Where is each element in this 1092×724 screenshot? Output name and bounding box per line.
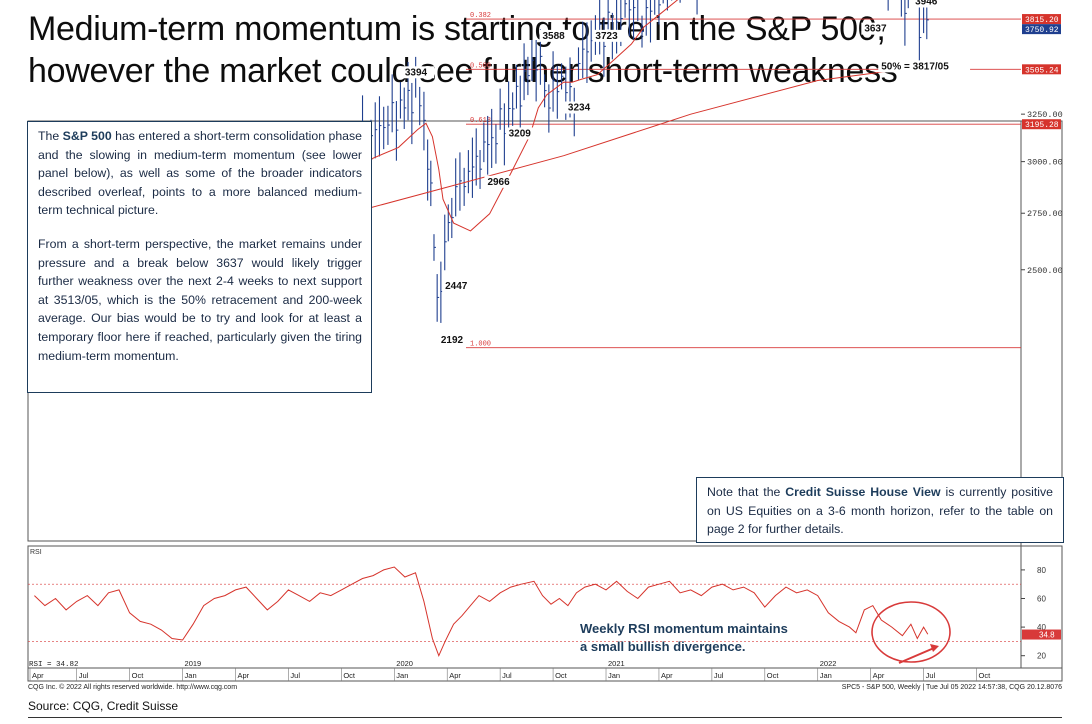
rsi-current-tag	[1022, 629, 1061, 640]
price-label: 3209	[509, 128, 532, 139]
price-label: 50% = 3817/05	[881, 61, 949, 72]
month-label: Oct	[555, 671, 568, 680]
house-view-box: Note that the Credit Suisse House View i…	[696, 477, 1064, 543]
price-label-bg	[878, 60, 971, 73]
price-label-bg	[564, 101, 598, 114]
month-label: Oct	[767, 671, 780, 680]
rsi-line	[34, 566, 929, 658]
month-label: Jul	[502, 671, 512, 680]
price-label: 3234	[568, 103, 591, 114]
price-label: 3946	[915, 0, 938, 7]
source-note: Source: CQG, Credit Suisse	[28, 699, 179, 713]
rsi-tick-label: 20	[1037, 652, 1046, 661]
rsi-current-value: RSI = 34.82	[29, 661, 79, 669]
month-label: Jan	[820, 671, 832, 680]
divider	[28, 717, 1062, 718]
commentary-text: has entered a short-term consolidation p…	[38, 129, 363, 218]
copyright-footer: CQG Inc. © 2022 All rights reserved worl…	[28, 684, 238, 691]
price-label-bg	[539, 29, 572, 42]
level-tag	[1022, 24, 1061, 35]
y-tick-label: 3250.00	[1027, 110, 1063, 120]
rsi-panel-label: RSI	[30, 549, 42, 556]
retracement-label: 0.500	[470, 62, 491, 70]
price-label: 2192	[441, 335, 464, 346]
price-label: 3723	[595, 31, 618, 42]
level-tag	[1022, 119, 1061, 130]
price-label: 3637	[864, 24, 887, 35]
month-label: Jul	[714, 671, 724, 680]
price-label-bg	[505, 127, 539, 140]
month-label: Jan	[185, 671, 197, 680]
price-label-bg	[861, 22, 894, 35]
rsi-tick-label: 60	[1037, 595, 1046, 604]
title-line-1: Medium-term momentum is starting to tire…	[28, 10, 886, 48]
price-label-bg	[484, 175, 517, 188]
price-label-bg	[437, 333, 471, 346]
retracement-label: 0.618	[470, 117, 491, 125]
level-tag	[1022, 64, 1061, 75]
rsi-current-tag-label: 34.8	[1039, 631, 1055, 640]
month-label: Jul	[79, 671, 89, 680]
level-tag-label: 3750.92	[1025, 26, 1059, 35]
price-label: 3394	[405, 67, 428, 78]
price-label-bg	[592, 29, 625, 42]
y-tick-label: 2500.00	[1027, 266, 1063, 276]
rsi-panel-frame	[27, 545, 1063, 669]
commentary-box: The S&P 500 has entered a short-term con…	[27, 121, 372, 393]
month-label: Jul	[290, 671, 300, 680]
house-view-text: Note that the Credit Suisse House View i…	[707, 483, 1053, 539]
year-label: 2022	[820, 659, 837, 668]
house-view-text-post: is currently positive on US Equities on …	[707, 485, 1053, 537]
price-label: 2447	[445, 281, 468, 292]
year-label: 2020	[396, 659, 413, 668]
level-tag-label: 3815.20	[1025, 16, 1059, 25]
level-tag-label: 3195.28	[1025, 121, 1059, 130]
title-line-2: however the market could see further sho…	[28, 52, 898, 90]
chart-info-footer: SPC5 - S&P 500, Weekly | Tue Jul 05 2022…	[841, 684, 1062, 691]
price-label-bg	[912, 0, 945, 8]
price-label-bg	[442, 280, 475, 293]
commentary-paragraph-2: From a short-term perspective, the marke…	[38, 236, 362, 363]
date-axis-frame	[27, 667, 1063, 682]
retracement-label: 1.000	[470, 341, 491, 349]
level-tag-label: 3505.24	[1025, 66, 1059, 75]
year-label: 2019	[185, 659, 202, 668]
price-label: 2966	[487, 177, 510, 188]
month-label: Jan	[396, 671, 408, 680]
house-view-text-pre: Note that the	[707, 485, 786, 499]
divergence-arrow	[898, 647, 935, 664]
year-label: 2021	[608, 659, 625, 668]
price-label-bg	[401, 66, 435, 79]
rsi-annotation-line-1: Weekly RSI momentum maintains	[580, 621, 788, 636]
month-label: Jan	[608, 671, 620, 680]
commentary-index-name: S&P 500	[62, 129, 112, 143]
rsi-annotation: Weekly RSI momentum maintains a small bu…	[580, 620, 788, 656]
month-label: Apr	[449, 671, 461, 680]
y-tick-label: 2750.00	[1027, 209, 1063, 219]
month-label: Apr	[32, 671, 44, 680]
rsi-tick-label: 80	[1037, 566, 1046, 575]
rsi-tick-label: 40	[1037, 623, 1046, 632]
month-label: Oct	[343, 671, 356, 680]
month-label: Apr	[237, 671, 249, 680]
month-label: Oct	[132, 671, 145, 680]
retracement-label: 0.382	[470, 12, 491, 20]
commentary-paragraph-1: The S&P 500 has entered a short-term con…	[38, 127, 362, 220]
house-view-name: Credit Suisse House View	[785, 485, 941, 499]
divergence-circle	[871, 601, 951, 663]
month-label: Jul	[926, 671, 936, 680]
divergence-arrowhead	[930, 644, 939, 652]
month-label: Apr	[873, 671, 885, 680]
y-tick-label: 3000.00	[1027, 158, 1063, 168]
rsi-annotation-line-2: a small bullish divergence.	[580, 639, 746, 654]
commentary-text: The	[38, 129, 63, 143]
level-tag	[1022, 14, 1061, 25]
page-title: Medium-term momentum is starting to tire…	[28, 8, 1078, 92]
price-label: 3588	[542, 31, 565, 42]
month-label: Apr	[661, 671, 673, 680]
month-label: Oct	[979, 671, 992, 680]
